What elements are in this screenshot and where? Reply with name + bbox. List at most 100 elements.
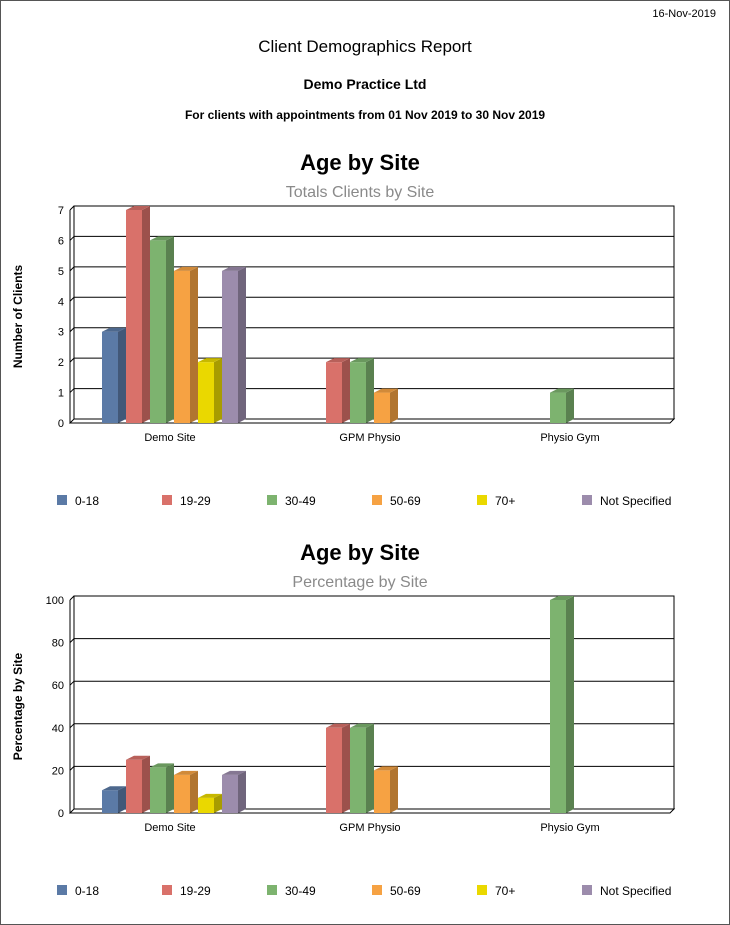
bar-front bbox=[126, 210, 142, 423]
bar-top bbox=[198, 358, 222, 363]
chart-subtitle: Totals Clients by Site bbox=[286, 184, 435, 201]
legend-label: 70+ bbox=[495, 884, 515, 898]
bar-physio-gym-30-49 bbox=[550, 596, 574, 813]
legend-swatch bbox=[582, 495, 592, 505]
bar-top bbox=[102, 327, 126, 332]
gridline-diagonal bbox=[69, 388, 75, 393]
y-tick-label: 3 bbox=[58, 327, 64, 339]
plot-floor bbox=[68, 418, 676, 424]
bar-front bbox=[222, 270, 238, 423]
x-tick-label: GPM Physio bbox=[339, 822, 400, 834]
y-tick-label: 6 bbox=[58, 235, 64, 247]
bar-demo-site-0-18 bbox=[102, 786, 126, 813]
legend-item-70: 70+ bbox=[477, 884, 515, 898]
x-tick-label: Demo Site bbox=[144, 432, 195, 444]
bar-demo-site-70 bbox=[198, 793, 222, 813]
bar-side bbox=[238, 770, 246, 813]
legend-label: 30-49 bbox=[285, 884, 316, 898]
bar-side bbox=[238, 266, 246, 423]
bar-side bbox=[214, 793, 222, 813]
bar-gpm-physio-50-69 bbox=[374, 388, 398, 423]
legend-item-0-18: 0-18 bbox=[57, 884, 99, 898]
bar-gpm-physio-30-49 bbox=[350, 358, 374, 423]
gridline-diagonal bbox=[69, 766, 75, 771]
bar-top bbox=[150, 236, 174, 241]
bar-demo-site-70 bbox=[198, 358, 222, 423]
bar-top bbox=[102, 786, 126, 791]
bar-top bbox=[174, 770, 198, 775]
bar-front bbox=[174, 774, 190, 813]
bar-top bbox=[126, 755, 150, 760]
legend-label: Not Specified bbox=[600, 494, 671, 508]
bar-top bbox=[550, 388, 574, 393]
bar-side bbox=[190, 266, 198, 423]
legend-item-70: 70+ bbox=[477, 494, 515, 508]
x-tick-label: Physio Gym bbox=[540, 432, 599, 444]
x-tick-label: Demo Site bbox=[144, 822, 195, 834]
bar-front bbox=[350, 727, 366, 813]
legend-swatch bbox=[477, 495, 487, 505]
y-tick-label: 1 bbox=[58, 388, 64, 400]
practice-name: Demo Practice Ltd bbox=[303, 76, 427, 92]
bar-gpm-physio-30-49 bbox=[350, 723, 374, 813]
legend-swatch bbox=[57, 495, 67, 505]
bar-side bbox=[566, 388, 574, 423]
gridline-diagonal bbox=[69, 680, 75, 686]
bar-front bbox=[150, 240, 166, 423]
bar-gpm-physio-19-29 bbox=[326, 723, 350, 813]
bar-side bbox=[366, 358, 374, 423]
bar-demo-site-50-69 bbox=[174, 266, 198, 423]
y-tick-label: 20 bbox=[52, 765, 64, 777]
gridline-diagonal bbox=[69, 236, 75, 241]
bar-side bbox=[366, 723, 374, 813]
bar-front bbox=[102, 331, 118, 423]
legend-label: Not Specified bbox=[600, 884, 671, 898]
legend-item-not-specified: Not Specified bbox=[582, 884, 671, 898]
chart-svg: Age by Site Totals Clients by Site 0 1 2 3 4 5 6… bbox=[11, 150, 676, 508]
legend-label: 50-69 bbox=[390, 494, 421, 508]
legend-item-50-69: 50-69 bbox=[372, 494, 421, 508]
bar-side bbox=[342, 358, 350, 423]
legend-label: 30-49 bbox=[285, 494, 316, 508]
gridline-diagonal bbox=[69, 296, 75, 302]
legend-label: 19-29 bbox=[180, 494, 211, 508]
gridline-diagonal bbox=[69, 595, 75, 601]
bar-demo-site-not-specified bbox=[222, 770, 246, 813]
gridline-diagonal bbox=[69, 327, 75, 333]
age-by-site-totals-chart: Age by Site Totals Clients by Site 0 1 2 3 4 5 6… bbox=[0, 140, 730, 525]
bar-front bbox=[350, 362, 366, 423]
y-axis-label: Percentage by Site bbox=[11, 652, 25, 760]
y-tick-label: 100 bbox=[46, 595, 64, 607]
gridline-diagonal bbox=[69, 205, 75, 211]
bar-side bbox=[342, 723, 350, 813]
bar-side bbox=[118, 327, 126, 423]
bar-front bbox=[374, 392, 390, 423]
bar-top bbox=[326, 358, 350, 363]
legend-swatch bbox=[267, 495, 277, 505]
bar-top bbox=[174, 266, 198, 271]
legend-item-30-49: 30-49 bbox=[267, 494, 316, 508]
chart-title: Age by Site bbox=[300, 150, 420, 175]
bar-side bbox=[390, 766, 398, 813]
bar-demo-site-19-29 bbox=[126, 755, 150, 813]
gridline-diagonal bbox=[69, 723, 75, 729]
legend-swatch bbox=[162, 885, 172, 895]
bar-side bbox=[190, 770, 198, 813]
legend-swatch bbox=[477, 885, 487, 895]
bar-front bbox=[326, 727, 342, 813]
y-axis-label: Number of Clients bbox=[11, 265, 25, 369]
legend-item-not-specified: Not Specified bbox=[582, 494, 671, 508]
bar-top bbox=[350, 723, 374, 728]
legend-label: 19-29 bbox=[180, 884, 211, 898]
legend-label: 70+ bbox=[495, 494, 515, 508]
bar-top bbox=[350, 358, 374, 363]
legend-item-0-18: 0-18 bbox=[57, 494, 99, 508]
bar-top bbox=[150, 763, 174, 768]
bar-front bbox=[374, 770, 390, 813]
bar-front bbox=[326, 362, 342, 423]
bar-side bbox=[566, 596, 574, 813]
bar-top bbox=[374, 388, 398, 393]
x-tick-label: GPM Physio bbox=[339, 432, 400, 444]
y-tick-label: 0 bbox=[58, 808, 64, 820]
legend-item-19-29: 19-29 bbox=[162, 494, 211, 508]
